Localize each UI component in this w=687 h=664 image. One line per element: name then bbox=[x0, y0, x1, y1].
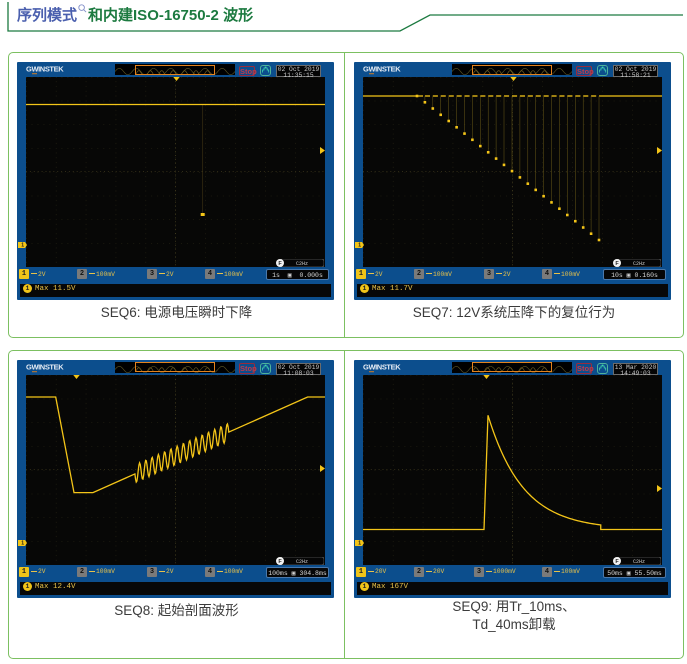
svg-text:1: 1 bbox=[358, 540, 361, 545]
svg-text:C2Hz: C2Hz bbox=[633, 558, 645, 564]
svg-text:C2Hz: C2Hz bbox=[296, 261, 308, 267]
svg-text:C2Hz: C2Hz bbox=[633, 261, 645, 267]
svg-text:C2Hz: C2Hz bbox=[296, 558, 308, 564]
svg-text:1: 1 bbox=[358, 243, 361, 248]
svg-text:1: 1 bbox=[21, 540, 24, 545]
svg-text:1: 1 bbox=[21, 243, 24, 248]
